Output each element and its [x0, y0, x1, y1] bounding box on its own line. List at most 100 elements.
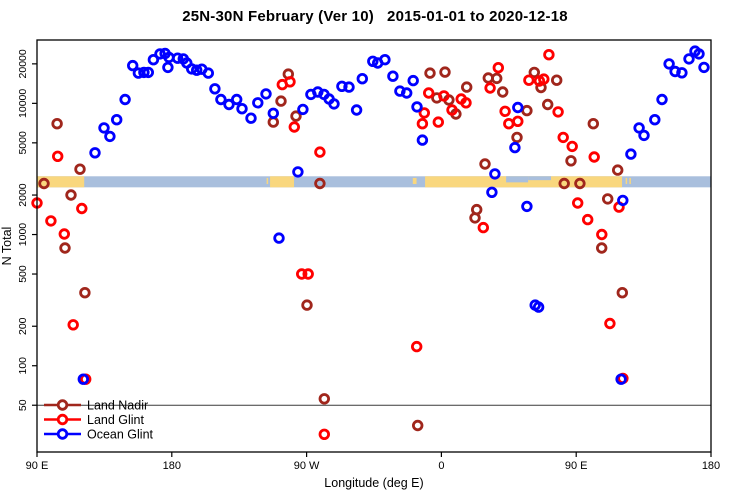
data-point-land_nadir: [491, 72, 503, 85]
legend-label-land_nadir: Land Nadir: [87, 399, 148, 413]
data-point-land_nadir: [612, 164, 624, 176]
data-point-land_glint: [411, 340, 423, 353]
data-point-ocean_glint: [89, 147, 101, 159]
data-point-ocean_glint: [245, 112, 257, 124]
data-point-ocean_glint: [142, 66, 155, 79]
data-point-land_glint: [438, 90, 450, 102]
data-point-ocean_glint: [387, 70, 399, 82]
data-point-land_nadir: [439, 66, 451, 78]
data-point-ocean_glint: [489, 168, 501, 180]
data-point-land_glint: [76, 202, 88, 215]
data-point-land_glint: [543, 49, 555, 61]
y-tick-label: 5000: [17, 131, 29, 155]
data-point-land_glint: [302, 268, 314, 280]
y-tick-label: 500: [17, 265, 29, 283]
data-point-ocean_glint: [617, 194, 629, 207]
x-axis-label: Longitude (deg E): [324, 476, 423, 490]
map-band-island: [266, 177, 269, 185]
data-point-ocean_glint: [104, 130, 116, 143]
data-point-ocean_glint: [336, 80, 348, 93]
data-point-land_nadir: [59, 242, 71, 254]
data-point-land_glint: [484, 82, 496, 94]
data-point-land_nadir: [290, 110, 302, 122]
chart-title: 25N-30N February (Ver 10) 2015-01-01 to …: [182, 8, 568, 25]
data-point-ocean_glint: [236, 102, 248, 115]
legend-marker-ocean_glint: [56, 428, 69, 440]
map-band-land: [270, 176, 295, 188]
data-point-land_nadir: [479, 158, 491, 170]
data-point-ocean_glint: [663, 58, 675, 70]
data-point-land_nadir: [74, 163, 86, 175]
data-point-ocean_glint: [162, 61, 174, 74]
data-point-land_nadir: [574, 177, 586, 190]
data-point-ocean_glint: [676, 67, 688, 79]
data-point-land_glint: [416, 117, 429, 130]
y-tick-label: 200: [17, 317, 29, 335]
data-point-ocean_glint: [77, 373, 90, 385]
data-point-land_nadir: [424, 67, 436, 79]
data-point-ocean_glint: [625, 148, 637, 160]
data-point-ocean_glint: [343, 81, 355, 93]
data-point-ocean_glint: [411, 101, 423, 113]
map-band-island: [625, 177, 628, 185]
data-point-land_nadir: [412, 419, 424, 432]
data-point-land_glint: [288, 121, 301, 133]
data-point-ocean_glint: [273, 232, 285, 244]
data-point-ocean_glint: [693, 48, 705, 60]
data-point-ocean_glint: [379, 54, 391, 66]
data-point-ocean_glint: [110, 113, 123, 126]
data-point-ocean_glint: [512, 101, 524, 114]
data-point-land_glint: [67, 319, 79, 331]
data-point-ocean_glint: [292, 166, 304, 178]
y-tick-label: 1000: [17, 223, 29, 247]
legend-label-land_glint: Land Glint: [87, 413, 145, 427]
data-point-land_glint: [557, 131, 569, 144]
y-tick-label: 2000: [17, 183, 29, 207]
legend-marker-land_nadir: [56, 399, 69, 411]
data-point-ocean_glint: [260, 88, 272, 100]
data-point-land_nadir: [596, 242, 608, 254]
data-point-ocean_glint: [185, 63, 198, 75]
data-point-ocean_glint: [401, 87, 413, 99]
data-point-land_nadir: [616, 287, 629, 299]
data-point-land_nadir: [528, 66, 541, 79]
data-point-land_glint: [318, 428, 331, 441]
data-point-ocean_glint: [532, 301, 545, 313]
data-point-land_nadir: [542, 98, 554, 111]
data-point-land_glint: [314, 146, 326, 158]
data-point-ocean_glint: [171, 52, 184, 64]
data-point-land_glint: [446, 104, 458, 116]
x-tick-label: 90 W: [294, 460, 320, 472]
data-point-land_nadir: [565, 155, 577, 167]
data-point-land_glint: [477, 221, 490, 234]
data-point-land_nadir: [314, 177, 326, 190]
x-tick-label: 180: [163, 460, 181, 472]
data-point-land_glint: [582, 213, 594, 226]
x-tick-label: 90 E: [565, 460, 588, 472]
data-point-ocean_glint: [209, 83, 221, 95]
data-point-land_nadir: [587, 117, 600, 130]
data-point-land_glint: [503, 117, 515, 130]
data-point-ocean_glint: [215, 93, 227, 106]
map-band-land: [37, 176, 85, 188]
data-point-land_nadir: [65, 189, 77, 201]
data-point-land_glint: [566, 140, 578, 153]
data-point-land_glint: [596, 228, 608, 241]
y-tick-label: 50: [17, 399, 29, 411]
plot-box: [36, 39, 712, 453]
data-point-ocean_glint: [638, 129, 650, 142]
data-point-land_glint: [296, 268, 308, 280]
map-band-water-notch: [528, 176, 552, 181]
map-band-island: [629, 177, 631, 185]
data-point-land_glint: [499, 105, 511, 118]
data-point-ocean_glint: [312, 86, 324, 98]
data-point-land_glint: [432, 116, 445, 128]
data-point-ocean_glint: [223, 98, 235, 111]
legend-marker-land_glint: [56, 413, 69, 426]
x-tick-label: 90 E: [26, 460, 49, 472]
data-point-ocean_glint: [509, 141, 521, 154]
data-point-ocean_glint: [656, 93, 668, 106]
data-point-ocean_glint: [98, 122, 110, 134]
data-point-land_nadir: [469, 212, 481, 224]
data-point-ocean_glint: [252, 97, 264, 109]
